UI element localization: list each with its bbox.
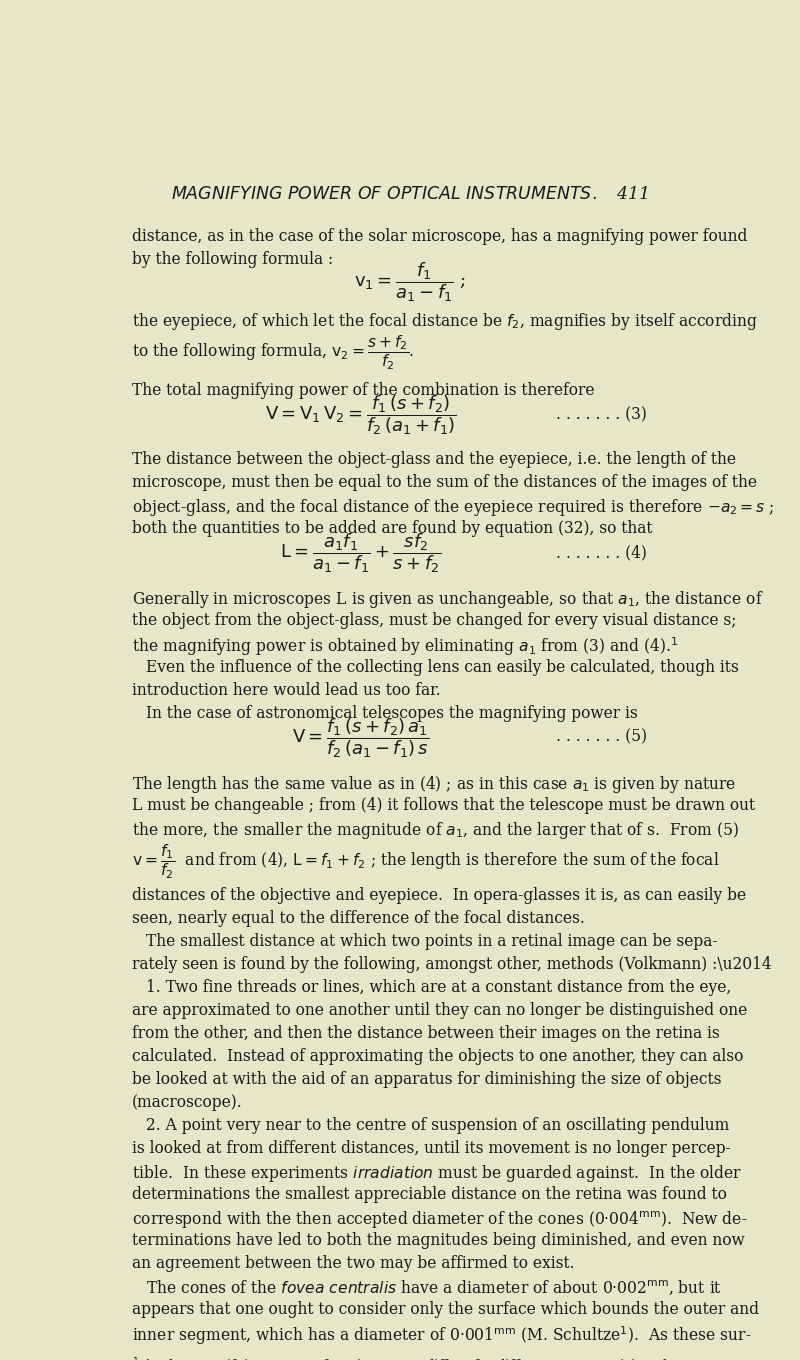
Text: rately seen is found by the following, amongst other, methods (Volkmann) :\u2014: rately seen is found by the following, a… <box>132 956 772 972</box>
Text: introduction here would lead us too far.: introduction here would lead us too far. <box>132 681 441 699</box>
Text: seen, nearly equal to the difference of the focal distances.: seen, nearly equal to the difference of … <box>132 910 585 926</box>
Text: to the following formula, $\mathrm{v_2} = \dfrac{s + f_2}{f_2}$.: to the following formula, $\mathrm{v_2} … <box>132 333 414 371</box>
Text: the more, the smaller the magnitude of $a_1$, and the larger that of s.  From (5: the more, the smaller the magnitude of $… <box>132 820 739 840</box>
Text: object-glass, and the focal distance of the eyepiece required is therefore $-a_2: object-glass, and the focal distance of … <box>132 498 775 518</box>
Text: . . . . . . . (3): . . . . . . . (3) <box>556 407 646 423</box>
Text: an agreement between the two may be affirmed to exist.: an agreement between the two may be affi… <box>132 1255 575 1272</box>
Text: The smallest distance at which two points in a retinal image can be sepa-: The smallest distance at which two point… <box>146 933 718 949</box>
Text: $\it{MAGNIFYING\ POWER\ OF\ OPTICAL\ INSTRUMENTS.}$   411: $\it{MAGNIFYING\ POWER\ OF\ OPTICAL\ INS… <box>171 186 649 203</box>
Text: both the quantities to be added are found by equation (32), so that: both the quantities to be added are foun… <box>132 521 653 537</box>
Text: Even the influence of the collecting lens can easily be calculated, though its: Even the influence of the collecting len… <box>146 658 739 676</box>
Text: calculated.  Instead of approximating the objects to one another, they can also: calculated. Instead of approximating the… <box>132 1047 744 1065</box>
Text: the eyepiece, of which let the focal distance be $f_2$, magnifies by itself acco: the eyepiece, of which let the focal dis… <box>132 310 758 332</box>
Text: the magnifying power is obtained by eliminating $a_1$ from (3) and (4).$^1$: the magnifying power is obtained by elim… <box>132 635 678 658</box>
Text: 1. Two fine threads or lines, which are at a constant distance from the eye,: 1. Two fine threads or lines, which are … <box>146 979 732 996</box>
Text: by the following formula :: by the following formula : <box>132 250 334 268</box>
Text: the object from the object-glass, must be changed for every visual distance s;: the object from the object-glass, must b… <box>132 612 737 630</box>
Text: appears that one ought to consider only the surface which bounds the outer and: appears that one ought to consider only … <box>132 1302 759 1318</box>
Text: microscope, must then be equal to the sum of the distances of the images of the: microscope, must then be equal to the su… <box>132 475 758 491</box>
Text: $\mathrm{V} = \dfrac{f_1\,(s + f_2)\,a_1}{f_2\,(a_1 - f_1)\,s}$: $\mathrm{V} = \dfrac{f_1\,(s + f_2)\,a_1… <box>292 717 429 760</box>
Text: (macroscope).: (macroscope). <box>132 1093 243 1111</box>
Text: L must be changeable ; from (4) it follows that the telescope must be drawn out: L must be changeable ; from (4) it follo… <box>132 797 755 813</box>
Text: correspond with the then accepted diameter of the cones (0$\cdot$004$^{\mathrm{m: correspond with the then accepted diamet… <box>132 1209 748 1231</box>
Text: $^1$ As the magnifying power of a microscope differs for different eyes, opticia: $^1$ As the magnifying power of a micros… <box>132 1356 695 1360</box>
Text: $\mathrm{L} = \dfrac{a_1 f_1}{a_1 - f_1} + \dfrac{s f_2}{s + f_2}$: $\mathrm{L} = \dfrac{a_1 f_1}{a_1 - f_1}… <box>280 532 441 575</box>
Text: $\mathrm{v} = \dfrac{f_1}{f_2}$  and from (4), $\mathrm{L} = f_1 + f_2$ ; the le: $\mathrm{v} = \dfrac{f_1}{f_2}$ and from… <box>132 843 720 881</box>
Text: are approximated to one another until they can no longer be distinguished one: are approximated to one another until th… <box>132 1002 747 1019</box>
Text: The cones of the $\it{fovea\ centralis}$ have a diameter of about 0$\cdot$002$^{: The cones of the $\it{fovea\ centralis}$… <box>146 1278 722 1296</box>
Text: . . . . . . . (5): . . . . . . . (5) <box>556 729 647 745</box>
Text: terminations have led to both the magnitudes being diminished, and even now: terminations have led to both the magnit… <box>132 1232 745 1250</box>
Text: from the other, and then the distance between their images on the retina is: from the other, and then the distance be… <box>132 1025 720 1042</box>
Text: $\mathrm{v_1} = \dfrac{f_1}{a_1 - f_1}$ ;: $\mathrm{v_1} = \dfrac{f_1}{a_1 - f_1}$ … <box>354 260 466 303</box>
Text: The total magnifying power of the combination is therefore: The total magnifying power of the combin… <box>132 382 594 398</box>
Text: Generally in microscopes L is given as unchangeable, so that $a_1$, the distance: Generally in microscopes L is given as u… <box>132 589 764 611</box>
Text: distance, as in the case of the solar microscope, has a magnifying power found: distance, as in the case of the solar mi… <box>132 227 748 245</box>
Text: 2. A point very near to the centre of suspension of an oscillating pendulum: 2. A point very near to the centre of su… <box>146 1117 730 1134</box>
Text: determinations the smallest appreciable distance on the retina was found to: determinations the smallest appreciable … <box>132 1186 727 1204</box>
Text: tible.  In these experiments $\it{irradiation}$ must be guarded against.  In the: tible. In these experiments $\it{irradia… <box>132 1163 742 1185</box>
Text: be looked at with the aid of an apparatus for diminishing the size of objects: be looked at with the aid of an apparatu… <box>132 1070 722 1088</box>
Text: inner segment, which has a diameter of 0$\cdot$001$^{\mathrm{mm}}$ (M. Schultze$: inner segment, which has a diameter of 0… <box>132 1325 752 1346</box>
Text: $\mathrm{V = V_1\, V_2} = \dfrac{f_1\,(s + f_2)}{f_2\,(a_1 + f_1)}$: $\mathrm{V = V_1\, V_2} = \dfrac{f_1\,(s… <box>265 393 456 437</box>
Text: The distance between the object-glass and the eyepiece, i.e. the length of the: The distance between the object-glass an… <box>132 452 736 468</box>
Text: is looked at from different distances, until its movement is no longer percep-: is looked at from different distances, u… <box>132 1140 731 1157</box>
Text: . . . . . . . (4): . . . . . . . (4) <box>556 544 646 562</box>
Text: distances of the objective and eyepiece.  In opera-glasses it is, as can easily : distances of the objective and eyepiece.… <box>132 887 746 903</box>
Text: The length has the same value as in (4) ; as in this case $a_1$ is given by natu: The length has the same value as in (4) … <box>132 774 737 794</box>
Text: In the case of astronomical telescopes the magnifying power is: In the case of astronomical telescopes t… <box>146 704 638 722</box>
